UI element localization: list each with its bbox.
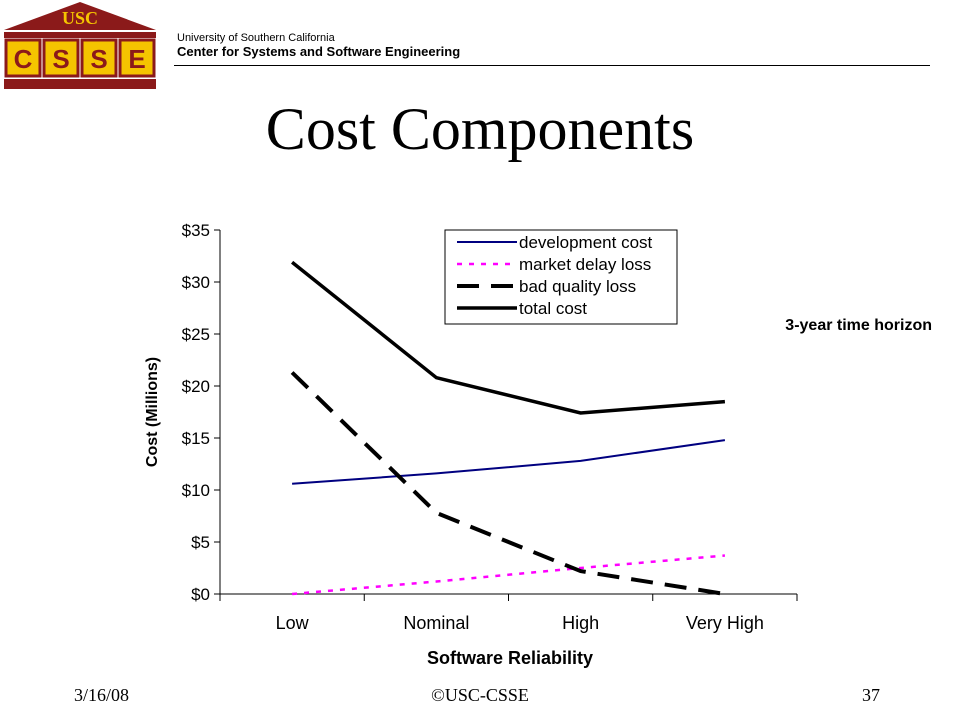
logo-letter-s1: S bbox=[52, 44, 69, 74]
university-name: University of Southern California bbox=[177, 32, 335, 44]
center-name: Center for Systems and Software Engineer… bbox=[177, 44, 461, 59]
x-axis-label: Software Reliability bbox=[427, 648, 593, 668]
footer-page-number: 37 bbox=[862, 685, 880, 705]
footer-date: 3/16/08 bbox=[74, 685, 130, 705]
y-tick-label: $5 bbox=[191, 533, 210, 552]
logo-usc-text: USC bbox=[62, 8, 98, 28]
legend-label-2: bad quality loss bbox=[519, 277, 636, 296]
legend-label-3: total cost bbox=[519, 299, 587, 318]
y-tick-label: $0 bbox=[191, 585, 210, 604]
logo-letter-blocks: C S S E bbox=[4, 38, 156, 78]
y-tick-label: $10 bbox=[182, 481, 210, 500]
legend-label-0: development cost bbox=[519, 233, 653, 252]
y-tick-label: $25 bbox=[182, 325, 210, 344]
x-tick-label: Low bbox=[276, 613, 310, 633]
x-tick-label: Very High bbox=[686, 613, 764, 633]
logo-letter-c: C bbox=[14, 44, 33, 74]
y-axis-label: Cost (Millions) bbox=[144, 357, 161, 467]
y-tick-label: $20 bbox=[182, 377, 210, 396]
logo-letter-s2: S bbox=[90, 44, 107, 74]
chart-series bbox=[290, 260, 726, 596]
slide-title: Cost Components bbox=[265, 96, 695, 162]
usc-csse-logo: USC C S S E bbox=[0, 0, 162, 92]
y-tick-label: $30 bbox=[182, 273, 210, 292]
logo-letter-e: E bbox=[128, 44, 145, 74]
series-line-0 bbox=[292, 439, 726, 485]
x-tick-label: High bbox=[562, 613, 599, 633]
x-tick-label: Nominal bbox=[403, 613, 469, 633]
legend-label-1: market delay loss bbox=[519, 255, 651, 274]
y-tick-label: $35 bbox=[182, 221, 210, 240]
footer-copyright: ©USC-CSSE bbox=[431, 685, 529, 705]
series-line-1 bbox=[291, 554, 726, 596]
chart-axes: $0 $5 $10 $15 $20 $25 $30 $35 Low Nominal High Very… bbox=[182, 221, 798, 633]
series-line-2 bbox=[290, 371, 726, 596]
y-tick-label: $15 bbox=[182, 429, 210, 448]
header-rule bbox=[174, 65, 930, 66]
series-line-3 bbox=[291, 260, 726, 415]
chart-annotation: 3-year time horizon bbox=[785, 317, 932, 334]
chart-legend: development cost market delay loss bad qua… bbox=[444, 229, 678, 325]
